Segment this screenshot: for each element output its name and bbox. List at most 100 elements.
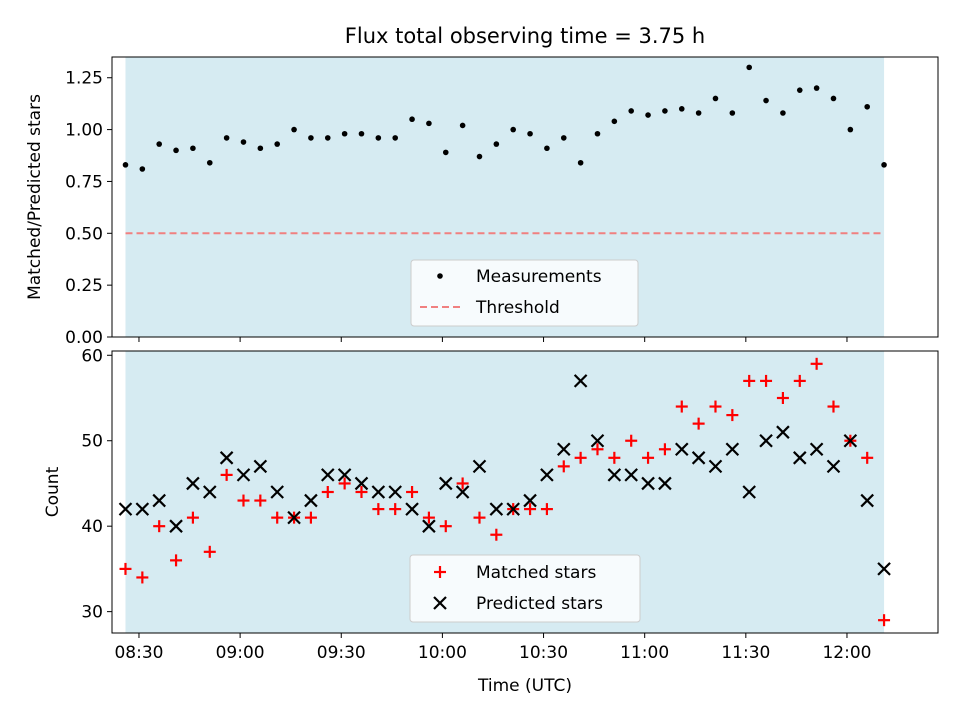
predicted-star-point — [337, 468, 352, 482]
bottom-xtick-label: 09:00 — [216, 643, 265, 663]
bottom-xtick-label: 08:30 — [114, 643, 163, 663]
measurement-point — [173, 147, 179, 154]
bottom-ytick-label: 30 — [81, 603, 103, 623]
legend-measurements-marker — [437, 273, 443, 279]
matched-star-point — [827, 400, 840, 413]
predicted-star-point — [455, 485, 470, 499]
matched-star-point — [473, 511, 486, 524]
predicted-star-point — [776, 425, 790, 439]
bottom-xtick-label: 10:00 — [418, 643, 467, 663]
matched-star-point — [709, 400, 722, 413]
matched-star-point — [743, 374, 756, 387]
measurement-point — [763, 97, 769, 104]
matched-star-point — [557, 460, 570, 473]
bottom-legend: Matched stars Predicted stars — [409, 554, 641, 623]
matched-star-point — [675, 400, 688, 413]
predicted-star-point — [304, 493, 318, 508]
legend-threshold-label: Threshold — [475, 298, 560, 318]
measurement-point — [611, 118, 618, 125]
predicted-star-point — [607, 468, 622, 482]
measurement-point — [847, 126, 854, 133]
matched-star-point — [254, 494, 267, 507]
matched-star-point — [355, 486, 368, 498]
predicted-star-point — [219, 451, 234, 465]
predicted-star-point — [169, 519, 183, 533]
measurement-point — [139, 166, 146, 172]
measurement-point — [678, 106, 685, 112]
predicted-star-point — [658, 476, 672, 491]
matched-star-point — [220, 468, 233, 481]
predicted-star-point — [202, 485, 217, 499]
matched-star-point — [271, 511, 284, 524]
matched-star-point — [153, 520, 166, 533]
predicted-star-point — [253, 459, 268, 474]
measurement-point — [695, 110, 702, 116]
matched-star-point — [304, 511, 317, 524]
bottom-ytick-label: 60 — [81, 346, 103, 366]
predicted-star-point — [877, 562, 891, 576]
predicted-star-point — [270, 485, 284, 499]
measurement-point — [544, 145, 550, 152]
predicted-star-point — [708, 459, 723, 474]
matched-star-point — [591, 443, 604, 456]
measurement-point — [864, 103, 870, 110]
measurement-point — [257, 145, 264, 152]
matched-star-point — [372, 503, 385, 516]
measurement-point — [341, 130, 348, 137]
bottom-xtick-label: 09:30 — [317, 643, 366, 663]
measurement-point — [190, 145, 196, 152]
measurement-point — [712, 95, 719, 102]
matched-star-point — [524, 503, 537, 516]
top-ytick-label: 0.75 — [65, 172, 103, 192]
top-legend-box — [410, 259, 639, 327]
predicted-star-point — [590, 433, 605, 448]
matched-star-point — [625, 434, 638, 447]
measurement-point — [409, 116, 415, 123]
measurement-point — [206, 159, 213, 166]
predicted-star-point — [506, 502, 520, 516]
predicted-star-point — [236, 468, 251, 482]
matched-star-point — [203, 545, 216, 558]
predicted-star-point — [186, 476, 200, 491]
measurement-point — [780, 110, 786, 116]
predicted-star-point — [540, 468, 554, 482]
matched-star-point — [186, 511, 199, 524]
predicted-star-point — [624, 468, 638, 482]
measurement-point — [392, 135, 399, 141]
measurement-point — [240, 139, 247, 145]
measurement-point — [426, 120, 432, 127]
legend-matched-marker — [434, 566, 446, 578]
matched-star-point — [439, 520, 452, 533]
measurement-point — [594, 130, 601, 137]
measurement-point — [830, 95, 837, 102]
measurement-point — [662, 108, 668, 114]
measurement-point — [628, 108, 634, 114]
matched-star-point — [861, 451, 874, 464]
measurement-point — [796, 87, 803, 93]
predicted-star-point — [135, 502, 150, 516]
matched-star-point — [692, 417, 705, 430]
top-ytick-label: 1.25 — [65, 69, 103, 89]
measurement-point — [881, 162, 887, 168]
measurement-point — [476, 153, 483, 160]
top-legend: Measurements Threshold — [410, 259, 639, 327]
predicted-star-point — [826, 459, 841, 474]
bottom-xlabel: Time (UTC) — [477, 676, 572, 696]
measurement-point — [459, 122, 466, 129]
measurement-point — [746, 64, 752, 71]
measurement-point — [813, 85, 820, 91]
predicted-star-point — [725, 442, 740, 457]
measurement-point — [291, 126, 297, 133]
predicted-star-point — [809, 442, 824, 457]
matched-star-point — [389, 503, 402, 516]
measurement-point — [645, 112, 651, 118]
top-ytick-label: 0.50 — [65, 224, 103, 244]
bottom-ylabel: Count — [43, 466, 63, 517]
matched-star-point — [237, 494, 250, 507]
predicted-star-point — [354, 476, 369, 491]
matched-star-point — [726, 409, 739, 422]
matched-star-point — [658, 443, 671, 456]
predicted-star-point — [320, 468, 335, 482]
matched-star-point — [406, 486, 419, 498]
measurement-point — [560, 135, 567, 141]
